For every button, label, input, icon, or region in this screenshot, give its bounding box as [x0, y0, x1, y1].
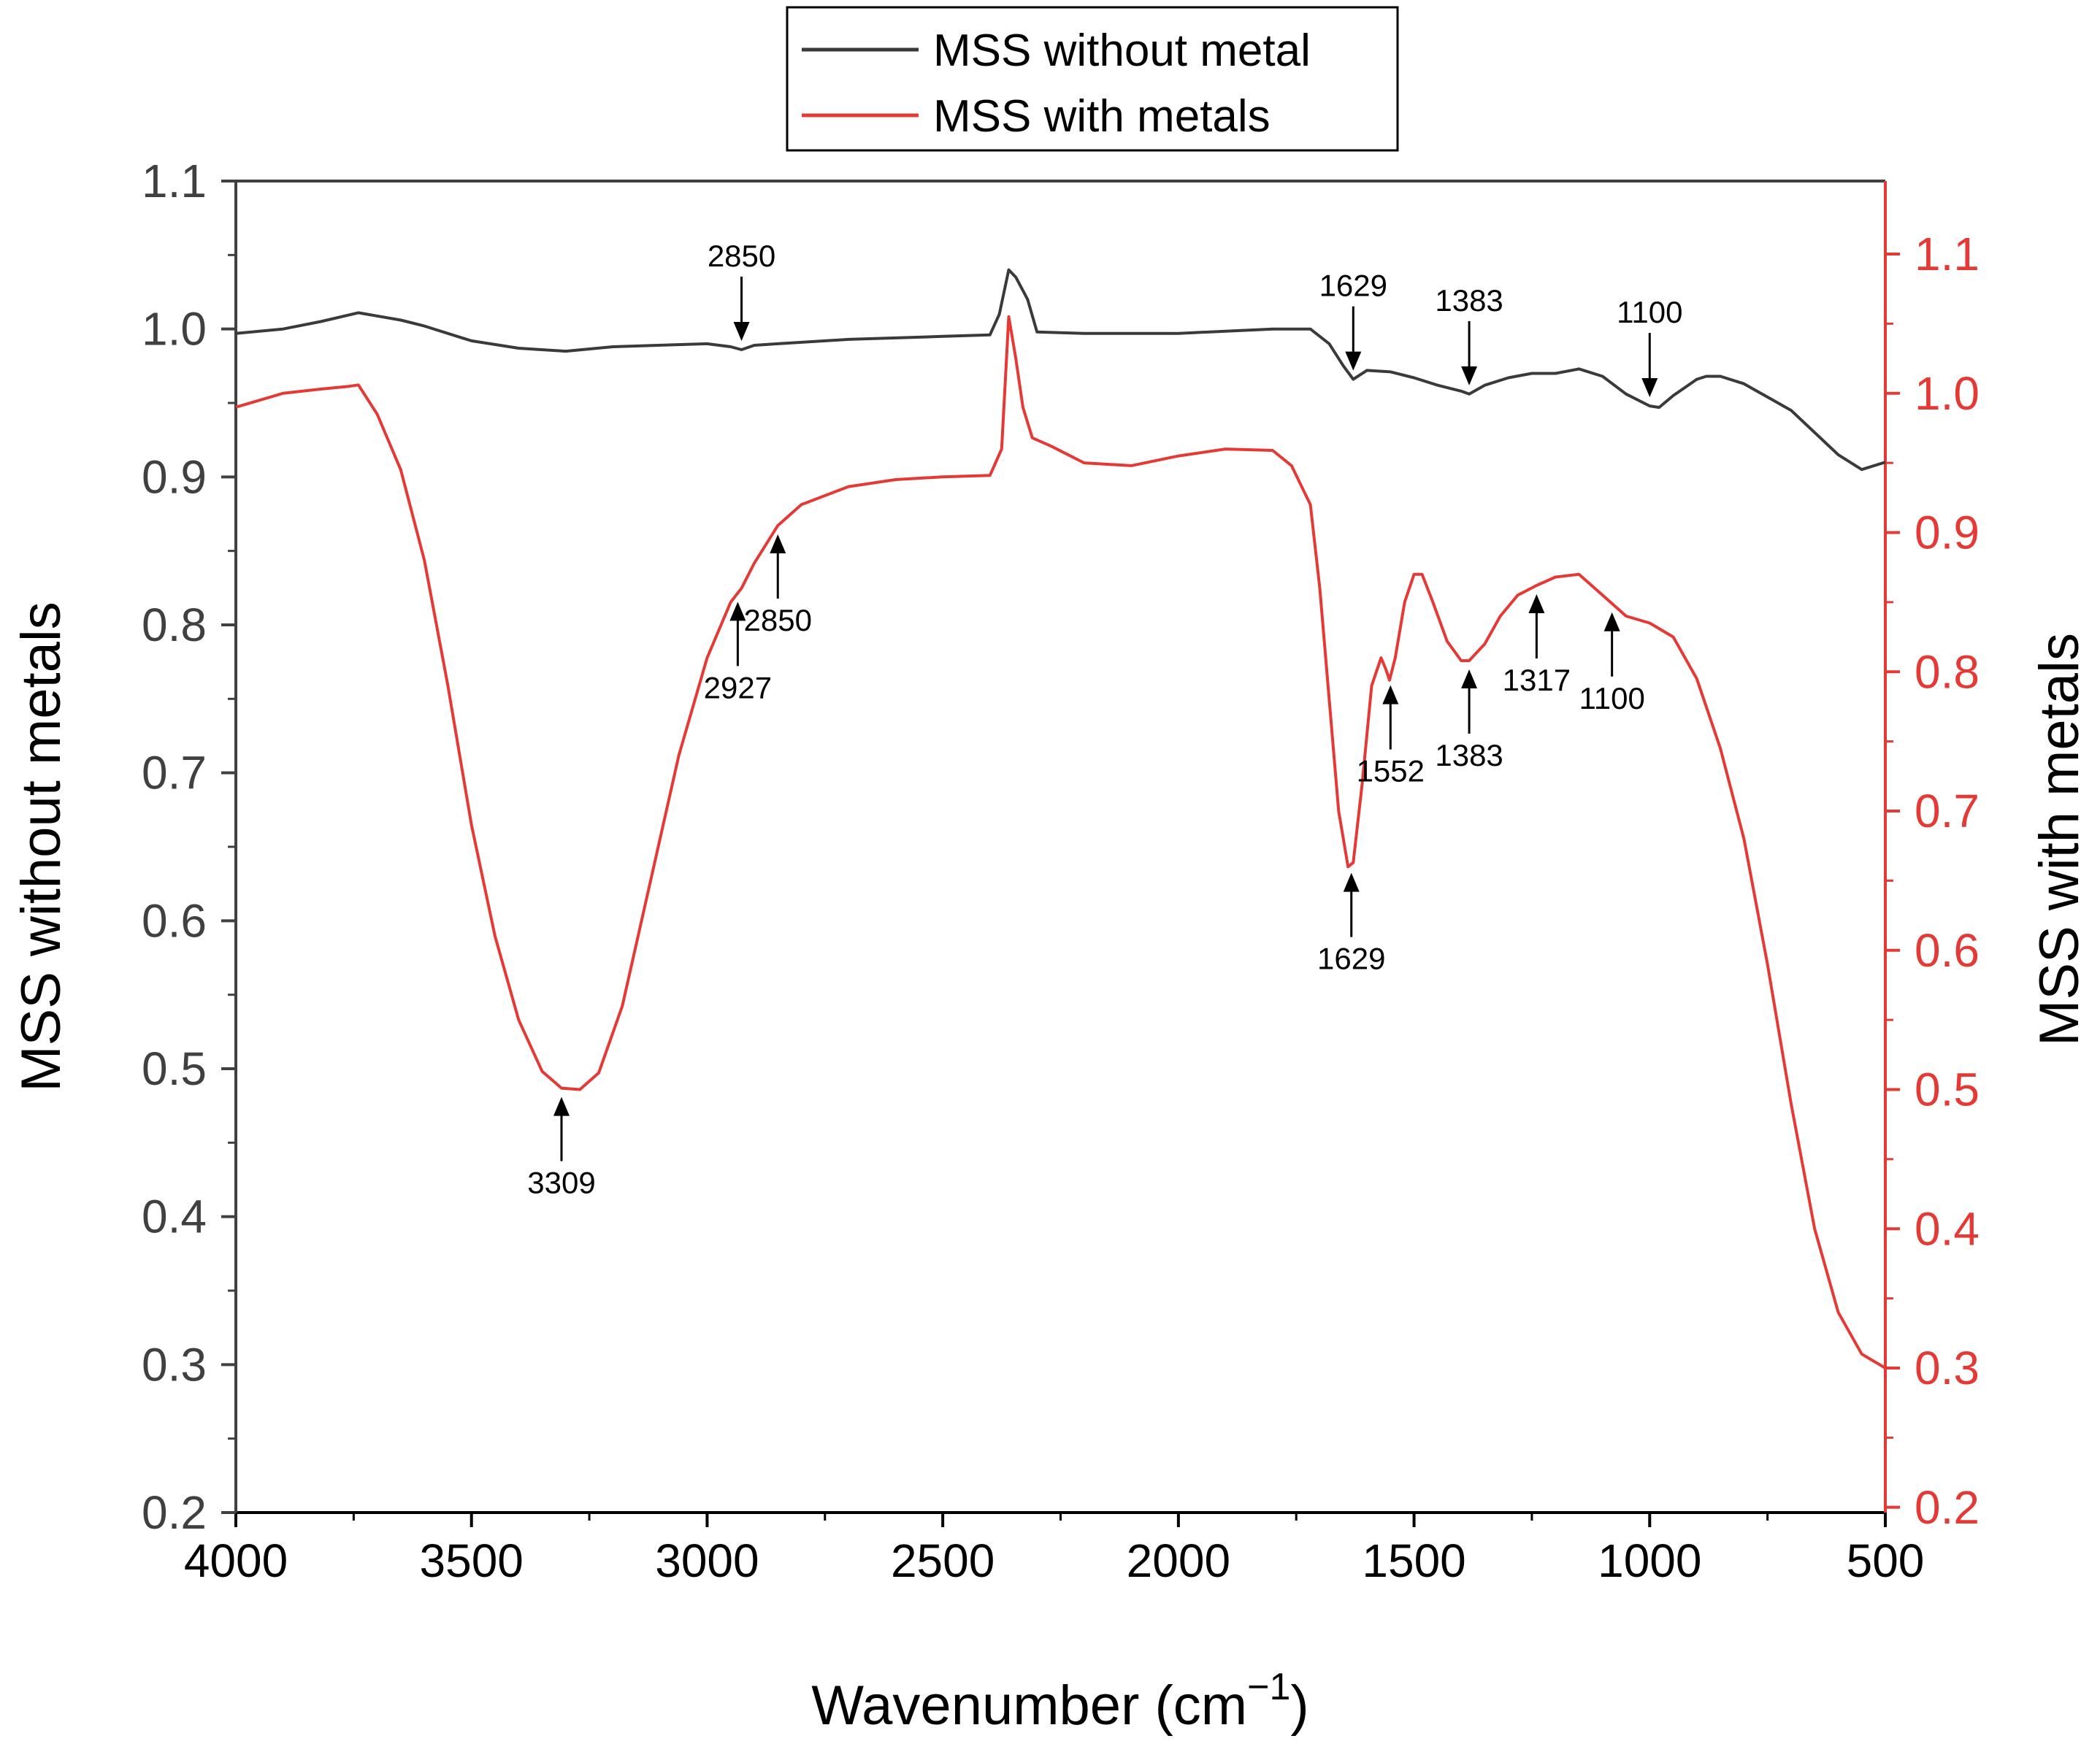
series-line-1 [235, 268, 1886, 472]
x-axis-ticks: 4000 3500 3000 2500 2000 1500 1000 500 [184, 1513, 1925, 1587]
annotation-label: 3309 [527, 1166, 595, 1200]
peak-annotation: 1383 [1435, 669, 1503, 772]
annotation-arrow-head [1641, 378, 1658, 398]
y-right-tick-label: 0.9 [1915, 507, 1980, 559]
annotation-label: 1383 [1435, 283, 1503, 318]
y-right-tick-label: 0.2 [1915, 1481, 1980, 1534]
x-tick-label: 2500 [891, 1534, 995, 1587]
legend: MSS without metal MSS with metals [786, 6, 1399, 152]
annotation-label: 1552 [1357, 754, 1425, 788]
x-tick-label: 500 [1847, 1534, 1925, 1587]
y-right-tick-label: 0.4 [1915, 1202, 1980, 1255]
annotation-arrow-head [770, 534, 786, 553]
x-tick-label: 2000 [1127, 1534, 1230, 1587]
y-left-tick-label: 0.2 [142, 1486, 207, 1539]
peak-annotation: 1100 [1579, 612, 1645, 715]
x-tick-label: 4000 [184, 1534, 288, 1587]
annotation-label: 2850 [708, 239, 775, 273]
annotation-label: 1629 [1319, 269, 1387, 303]
annotation-arrow-head [1461, 669, 1478, 688]
annotation-layer: 2850 1629 1383 1100 3309 2927 2850 1629 1552 1383… [527, 239, 1682, 1200]
y-right-tick-label: 0.5 [1915, 1064, 1980, 1116]
y-left-tick-label: 0.7 [142, 747, 207, 799]
x-axis-label: Wavenumber (cm−1) [811, 1666, 1308, 1737]
annotation-label: 2850 [744, 603, 812, 637]
y-right-tick-label: 0.8 [1915, 645, 1980, 698]
peak-annotation: 1383 [1435, 283, 1503, 385]
y-left-tick-label: 1.1 [142, 155, 207, 207]
annotation-arrow-head [1603, 612, 1620, 631]
annotation-label: 1383 [1435, 738, 1503, 772]
annotation-arrow-head [1343, 872, 1360, 892]
series-layer [235, 268, 1887, 1369]
left-axis-ticks: 0.2 0.3 0.4 0.5 0.6 0.7 0.8 0.9 1.0 1.1 [142, 155, 236, 1539]
peak-annotation: 3309 [527, 1096, 596, 1200]
annotation-arrow-head [1528, 593, 1545, 613]
annotation-arrow-head [1345, 351, 1362, 371]
peak-annotation: 1552 [1357, 685, 1425, 788]
y-left-tick-label: 0.9 [142, 450, 207, 503]
y-left-tick-label: 0.4 [142, 1191, 207, 1243]
x-axis-label-suffix: ) [1290, 1675, 1308, 1737]
annotation-label: 1317 [1503, 663, 1571, 697]
peak-annotation: 1629 [1319, 269, 1387, 371]
annotation-label: 1100 [1617, 295, 1682, 329]
y-axis-right-label: MSS with metals [2028, 633, 2091, 1046]
y-left-tick-label: 0.8 [142, 599, 207, 651]
legend-label-series-2: MSS with metals [933, 91, 1271, 142]
peak-annotation: 1317 [1503, 593, 1571, 697]
annotation-arrow-head [1382, 685, 1399, 704]
annotation-label: 2927 [704, 670, 772, 704]
y-right-tick-label: 0.3 [1915, 1342, 1980, 1394]
y-left-tick-label: 1.0 [142, 303, 207, 356]
x-tick-label: 3000 [655, 1534, 759, 1587]
x-tick-label: 1500 [1362, 1534, 1465, 1587]
series-line-2 [235, 315, 1887, 1369]
annotation-arrow-head [733, 322, 750, 342]
annotation-arrow-head [729, 602, 746, 621]
annotation-label: 1629 [1317, 942, 1385, 976]
annotation-arrow-head [1461, 366, 1478, 385]
peak-annotation: 2850 [744, 534, 812, 637]
plot-frame [234, 180, 1887, 1514]
annotation-arrow-head [553, 1096, 570, 1116]
y-right-tick-label: 0.7 [1915, 785, 1980, 837]
y-left-tick-label: 0.5 [142, 1042, 207, 1095]
peak-annotation: 1100 [1617, 295, 1682, 398]
legend-box [786, 6, 1399, 152]
x-tick-label: 3500 [420, 1534, 524, 1587]
peak-annotation: 2927 [704, 602, 772, 704]
y-right-tick-label: 0.6 [1915, 924, 1980, 977]
y-left-tick-label: 0.3 [142, 1338, 207, 1391]
y-axis-left-label: MSS without metals [10, 602, 72, 1092]
y-right-tick-label: 1.0 [1915, 367, 1980, 420]
peak-annotation: 2850 [708, 239, 775, 342]
x-axis-label-superscript: −1 [1247, 1666, 1290, 1708]
legend-label-series-1: MSS without metal [933, 26, 1311, 76]
x-tick-label: 1000 [1598, 1534, 1701, 1587]
annotation-label: 1100 [1579, 681, 1644, 715]
peak-annotation: 1629 [1317, 872, 1385, 976]
y-left-tick-label: 0.6 [142, 894, 207, 947]
y-right-tick-label: 1.1 [1915, 228, 1980, 280]
right-axis-ticks: 0.2 0.3 0.4 0.5 0.6 0.7 0.8 0.9 1.0 1.1 [1885, 228, 1980, 1534]
